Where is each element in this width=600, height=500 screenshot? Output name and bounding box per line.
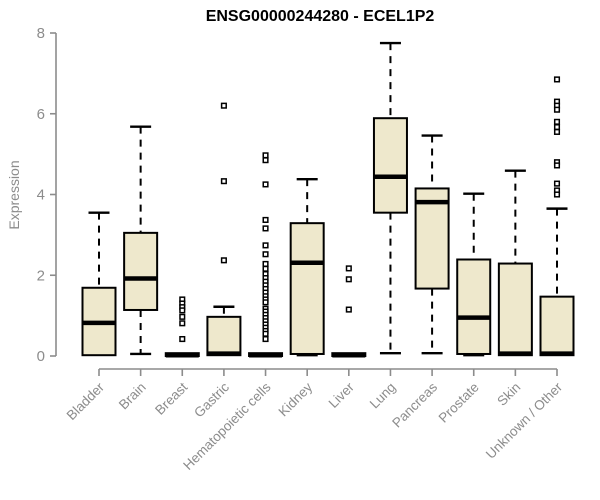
y-tick-label: 8 [37, 25, 45, 42]
outlier-point [553, 76, 561, 83]
outlier-point [345, 306, 352, 313]
x-tick-label: Liver [326, 379, 358, 411]
outlier-point [553, 191, 561, 198]
x-tick-label: Gastric [191, 379, 232, 420]
x-tick-label: Unknown / Other [483, 379, 566, 462]
outlier-point [262, 242, 269, 249]
outlier-point [179, 313, 186, 320]
outlier-point [345, 276, 352, 283]
x-tick-label: Skin [494, 380, 523, 409]
box [289, 222, 325, 355]
x-tick-label: Kidney [276, 379, 316, 419]
outlier-point [262, 265, 269, 272]
x-tick-label: Bladder [64, 379, 108, 423]
outlier-point [553, 124, 561, 131]
y-tick-label: 2 [37, 267, 45, 284]
y-tick-label: 4 [37, 187, 45, 204]
outlier-point [220, 102, 227, 109]
x-tick-label: Prostate [436, 380, 482, 426]
chart-title: ENSG00000244280 - ECEL1P2 [205, 8, 435, 25]
box [497, 262, 533, 357]
outlier-point [220, 178, 227, 185]
outlier-point [262, 330, 269, 337]
outlier-point [262, 251, 269, 258]
outlier-point [179, 307, 186, 314]
outlier-point [553, 162, 561, 169]
box [539, 295, 575, 357]
box [206, 315, 242, 357]
outlier-point [553, 128, 561, 135]
outlier-point [262, 157, 269, 164]
x-tick-label: Brain [116, 380, 149, 413]
x-tick-label: Breast [152, 379, 190, 417]
box [372, 117, 408, 214]
outlier-point [553, 180, 561, 187]
outlier-point [553, 106, 561, 113]
x-tick-label: Lung [367, 380, 399, 412]
outlier-point [262, 225, 269, 232]
outlier-point [262, 335, 269, 343]
outlier-point [262, 299, 269, 306]
box [123, 231, 159, 311]
box [456, 258, 492, 355]
outlier-point [220, 257, 227, 264]
outlier-point [553, 118, 561, 125]
outlier-point [262, 260, 269, 267]
box [414, 187, 450, 290]
outlier-point [262, 181, 269, 188]
outlier-point [179, 320, 186, 327]
outlier-point [345, 265, 352, 272]
x-tick-label: Pancreas [389, 379, 440, 430]
outlier-point [262, 152, 269, 159]
outlier-point [179, 335, 186, 343]
y-tick-label: 0 [37, 348, 45, 365]
outlier-point [262, 216, 269, 223]
y-tick-label: 6 [37, 106, 45, 123]
